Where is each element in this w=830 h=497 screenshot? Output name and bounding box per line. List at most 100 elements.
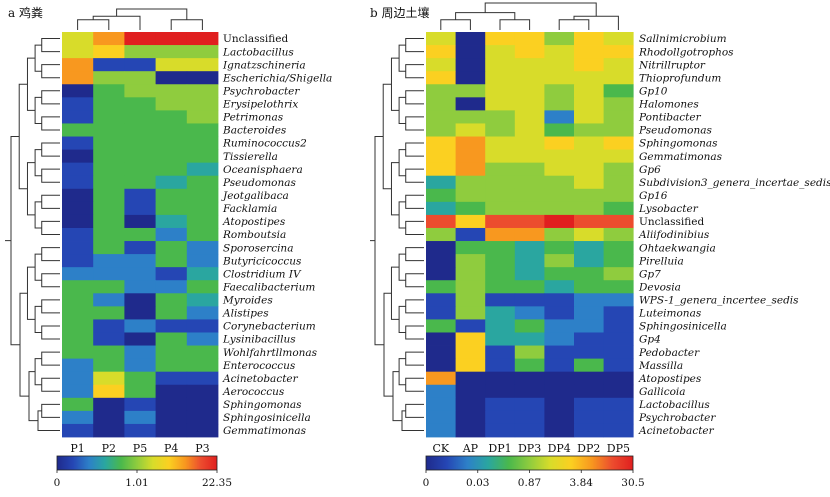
heatmap-cell: [544, 423, 575, 438]
heatmap-cell: [62, 306, 94, 320]
heatmap-cell: [514, 371, 545, 386]
heatmap-cell: [455, 371, 486, 386]
heatmap-cell: [426, 188, 456, 203]
heatmap-cell: [514, 110, 545, 124]
heatmap-cell: [485, 32, 516, 46]
heatmap-cell: [603, 136, 634, 150]
heatmap-cell: [155, 175, 188, 190]
heatmap-cell: [514, 397, 545, 412]
heatmap-cell: [426, 84, 456, 98]
heatmap-cell: [62, 254, 94, 268]
heatmap-cell: [426, 227, 456, 242]
heatmap-cell: [155, 397, 188, 412]
heatmap-cell: [514, 32, 545, 46]
heatmap-cell: [155, 254, 188, 268]
heatmap-cell: [186, 123, 219, 137]
heatmap-cell: [603, 175, 634, 190]
heatmap-cell: [574, 267, 604, 281]
heatmap-cell: [485, 162, 516, 177]
heatmap-cell: [514, 384, 545, 399]
heatmap-cell: [514, 71, 545, 85]
heatmap-cell: [574, 175, 604, 190]
heatmap-cell: [124, 58, 156, 72]
heatmap-cell: [62, 110, 94, 124]
heatmap-cell: [455, 188, 486, 203]
heatmap-cell: [514, 332, 545, 346]
heatmap-cell: [186, 332, 219, 346]
heatmap-cell: [455, 410, 486, 425]
heatmap-cell: [455, 32, 486, 46]
row-label: Butyricicoccus: [222, 255, 302, 267]
heatmap-cell: [186, 345, 219, 360]
heatmap-cell: [62, 397, 94, 412]
row-label: Escherichia/Shigella: [222, 72, 332, 84]
heatmap-cell: [455, 123, 486, 137]
heatmap-cell: [186, 410, 219, 425]
heatmap-cell: [93, 267, 125, 281]
heatmap-cell: [544, 32, 575, 46]
heatmap-cell: [485, 71, 516, 85]
row-label: Gemmatimonas: [223, 425, 307, 437]
heatmap-cell: [485, 123, 516, 137]
heatmap-cell: [514, 45, 545, 59]
row-label: Petrimonas: [222, 112, 284, 124]
heatmap-cell: [544, 267, 575, 281]
heatmap-cell: [603, 332, 634, 346]
row-label: Sallnimicrobium: [639, 33, 727, 45]
heatmap-cell: [426, 410, 456, 425]
heatmap-cell: [186, 397, 219, 412]
row-label: Ignatzschineria: [222, 59, 306, 71]
heatmap-cell: [455, 136, 486, 150]
heatmap-cell: [544, 123, 575, 137]
heatmap-cell: [426, 123, 456, 137]
heatmap-cell: [514, 201, 545, 216]
heatmap-cell: [93, 175, 125, 190]
heatmap-cell: [426, 423, 456, 438]
row-label: WPS-1_genera_incertee_sedis: [639, 295, 799, 307]
heatmap-cell: [544, 97, 575, 111]
heatmap-cell: [603, 306, 634, 320]
row-label: Clostridium IV: [223, 268, 302, 280]
heatmap-cell: [603, 241, 634, 255]
color-scale-tick-label: 30.5: [621, 477, 644, 489]
heatmap-cell: [544, 214, 575, 229]
heatmap-cell: [574, 332, 604, 346]
row-label: Acinetobacter: [222, 373, 299, 385]
heatmap-cell: [62, 123, 94, 137]
heatmap-cell: [124, 267, 156, 281]
row-label: Sphingomonas: [223, 399, 302, 411]
heatmap-cell: [62, 45, 94, 59]
heatmap-cell: [124, 84, 156, 98]
heatmap-cell: [124, 162, 156, 177]
row-label: Sphingosinicella: [223, 412, 311, 424]
row-label: Myroides: [222, 295, 273, 307]
heatmap-cell: [93, 123, 125, 137]
row-label: Erysipelothrix: [222, 99, 298, 111]
column-label: DP5: [607, 442, 630, 455]
column-label: DP3: [518, 442, 541, 455]
heatmap-cell: [93, 84, 125, 98]
heatmap-cell: [426, 306, 456, 320]
heatmap-cell: [455, 214, 486, 229]
heatmap-cell: [155, 227, 188, 242]
heatmap-cell: [155, 423, 188, 438]
heatmap-cell: [544, 397, 575, 412]
color-scale-tick-label: 0.03: [466, 477, 489, 489]
heatmap-cell: [514, 149, 545, 164]
heatmap-cell: [514, 58, 545, 72]
heatmap-cell: [426, 384, 456, 399]
heatmap-cell: [155, 84, 188, 98]
heatmap-cell: [455, 345, 486, 360]
row-label: Aliifodinibius: [638, 229, 710, 241]
row-label: Gp4: [639, 334, 661, 346]
heatmap-cell: [485, 45, 516, 59]
heatmap-cell: [186, 293, 219, 307]
row-label: Thioprofundum: [639, 72, 721, 84]
heatmap-cell: [455, 332, 486, 346]
heatmap-cell: [455, 149, 486, 164]
column-dendrogram: [440, 2, 619, 30]
panel-a-title: a 鸡粪: [8, 5, 43, 20]
heatmap-cell: [544, 227, 575, 242]
heatmap-cell: [574, 71, 604, 85]
heatmap-cell: [93, 293, 125, 307]
